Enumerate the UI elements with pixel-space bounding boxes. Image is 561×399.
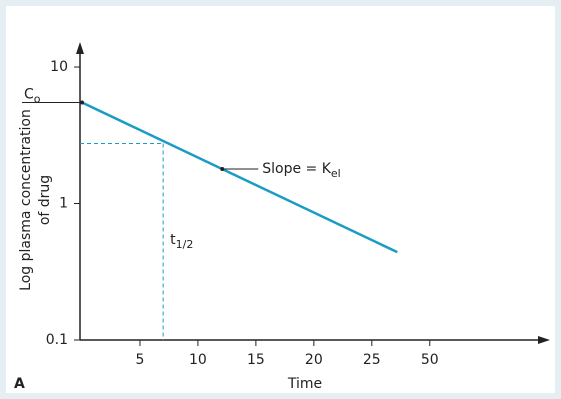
y-label: of drug [37,175,53,225]
half-life-label-sub: 1/2 [176,238,194,251]
x-tick-label: 20 [305,352,323,368]
c0-label-text: C [24,86,34,102]
x-tick-label: 5 [135,352,144,368]
x-label: Time [287,376,322,392]
half-life-label: t1/2 [170,232,193,251]
y-tick-label: 1 [59,196,68,212]
y-tick-label: 10 [50,59,68,75]
slope-label: Slope = Kel [262,161,340,180]
x-tick-label: 25 [363,352,381,368]
x-tick-label: 10 [189,352,207,368]
y-arrow [76,42,84,54]
half-life-label-text: t [170,232,176,248]
y-tick-label: 0.1 [46,332,68,348]
slope-label-sub: el [331,167,341,180]
x-arrow [538,336,550,344]
panel [6,6,555,393]
x-tick-label: 50 [421,352,439,368]
line [81,101,398,254]
slope-label-text: Slope = K [262,161,331,177]
panel-label: A [14,376,25,392]
x-tick-label: 15 [247,352,265,368]
y-label: Log plasma concentration [18,109,34,291]
c0-point [80,100,84,105]
c0-label: Co [24,86,41,105]
c0-label-sub: o [34,92,41,105]
